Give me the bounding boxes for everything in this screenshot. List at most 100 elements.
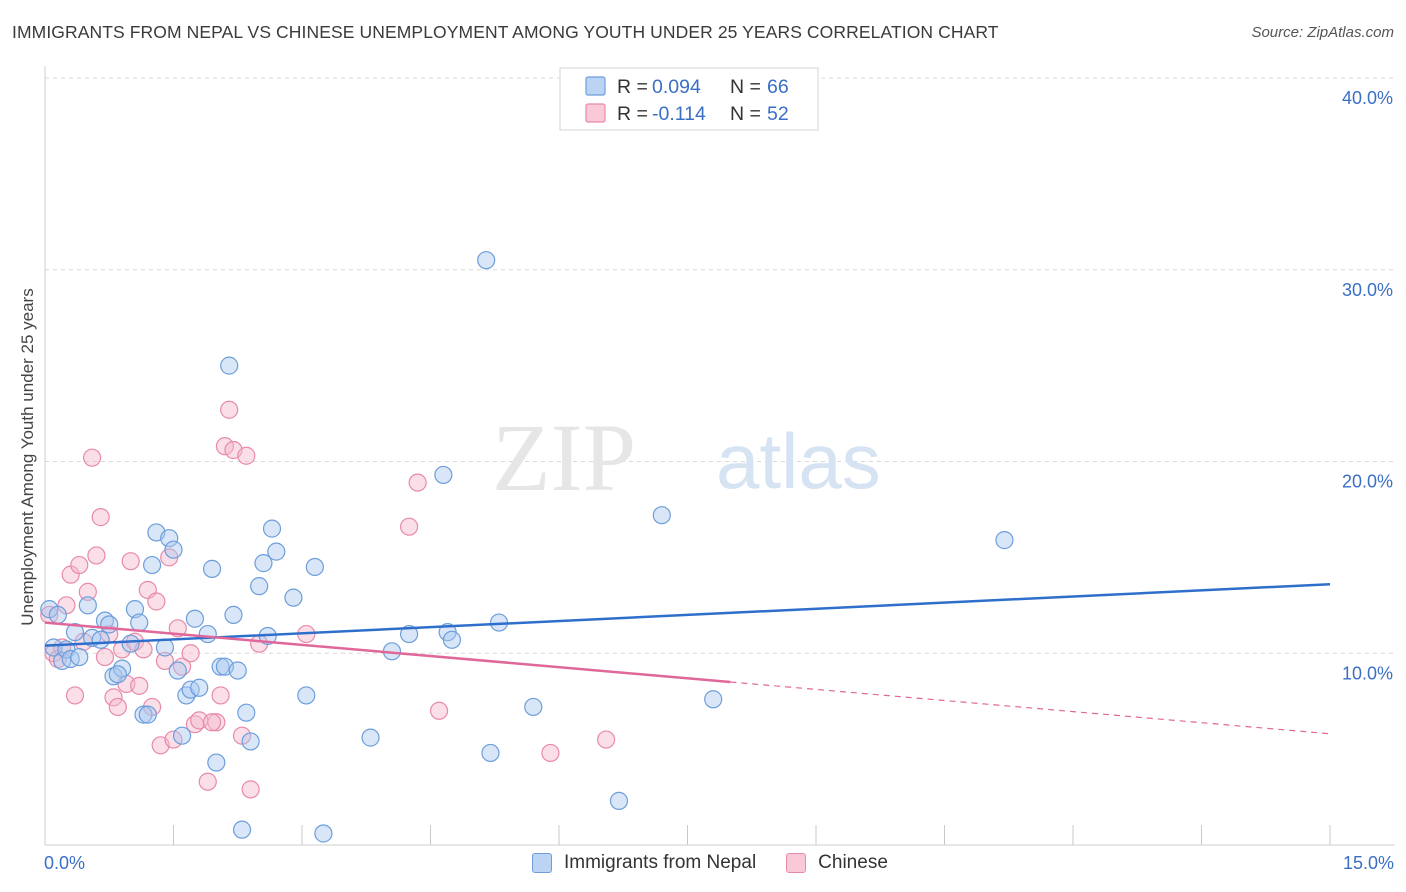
- nepal-point: [168, 661, 187, 680]
- nepal-point: [155, 638, 175, 657]
- y-tick-labels: 40.0% 30.0% 20.0% 10.0%: [1342, 88, 1393, 683]
- nepal-point: [202, 559, 222, 578]
- nepal-swatch: [532, 853, 552, 873]
- chinese-swatch: [786, 853, 807, 873]
- chinese-point: [241, 780, 260, 799]
- gridlines: [45, 77, 1395, 654]
- y-tick-label: 30.0%: [1342, 280, 1393, 300]
- nepal-point: [995, 531, 1014, 550]
- nepal-point: [254, 554, 273, 573]
- y-tick-label: 10.0%: [1342, 663, 1393, 683]
- chinese-point: [220, 400, 239, 419]
- nepal-point: [130, 613, 149, 632]
- nepal-point: [220, 356, 239, 375]
- nepal-point: [232, 820, 252, 839]
- nepal-point: [524, 697, 543, 717]
- chinese-point: [108, 697, 127, 717]
- nepal-point: [125, 600, 145, 619]
- x-tick-label: 15.0%: [1343, 853, 1394, 873]
- legend-label-chinese: Chinese: [818, 852, 888, 873]
- nepal-point: [160, 529, 179, 548]
- legend-stat-swatch: [585, 76, 606, 96]
- chinese-point: [429, 701, 449, 720]
- chinese-point: [597, 730, 616, 749]
- x-tick-label: 0.0%: [44, 853, 85, 873]
- nepal-point: [609, 791, 629, 810]
- nepal-point: [399, 624, 419, 644]
- nepal-trend-line: [44, 582, 1331, 647]
- nepal-point: [198, 624, 217, 644]
- axes: [44, 66, 1395, 846]
- nepal-point: [70, 647, 89, 667]
- nepal-point: [190, 678, 209, 697]
- nepal-point: [228, 661, 247, 680]
- chinese-points: [40, 400, 616, 799]
- chart-title: IMMIGRANTS FROM NEPAL VS CHINESE UNEMPLO…: [12, 22, 999, 42]
- chinese-trend-extension: [730, 681, 1331, 735]
- nepal-point: [142, 555, 162, 575]
- chinese-point: [130, 676, 149, 695]
- nepal-point: [134, 705, 153, 724]
- nepal-point: [207, 753, 226, 772]
- legend-stat-text: -0.114: [652, 103, 706, 125]
- chinese-point: [147, 592, 166, 611]
- chinese-point: [211, 686, 230, 705]
- y-axis-label: Unemployment Among Youth under 25 years: [18, 288, 37, 625]
- chinese-point: [202, 713, 222, 732]
- nepal-point: [442, 630, 462, 649]
- x-tick-labels: 0.0% 15.0%: [44, 853, 1394, 873]
- legend-stat-text: N =: [730, 103, 761, 125]
- legend-stat-text: 52: [767, 103, 789, 125]
- chinese-point: [198, 772, 217, 791]
- nepal-point: [108, 665, 127, 684]
- chinese-point: [237, 446, 256, 465]
- chinese-point: [181, 644, 200, 663]
- legend-stat-text: R =: [617, 76, 648, 98]
- nepal-point: [91, 630, 110, 649]
- watermark-zip: ZIP: [492, 404, 636, 511]
- nepal-points: [40, 251, 1014, 843]
- nepal-point: [100, 615, 119, 634]
- nepal-point: [65, 623, 85, 642]
- stats-legend: R = 0.094 N = 66 R = -0.114 N = 52: [559, 67, 819, 131]
- chinese-point: [83, 448, 102, 467]
- watermark: ZIP atlas: [492, 404, 881, 511]
- y-tick-label: 20.0%: [1342, 472, 1393, 492]
- nepal-point: [241, 732, 260, 751]
- bottom-legend: Immigrants from Nepal Chinese: [532, 852, 918, 874]
- chinese-point: [541, 743, 560, 763]
- nepal-point: [652, 506, 671, 525]
- nepal-point: [434, 465, 453, 485]
- chinese-trend-line: [44, 621, 731, 684]
- chinese-point: [91, 508, 110, 527]
- nepal-point: [185, 609, 205, 628]
- chinese-point: [215, 437, 234, 456]
- watermark-atlas: atlas: [716, 417, 881, 505]
- nepal-point: [284, 588, 303, 607]
- chinese-point: [121, 552, 140, 571]
- nepal-point: [477, 251, 496, 270]
- nepal-point: [481, 743, 500, 763]
- chinese-point: [408, 473, 427, 492]
- chinese-point: [70, 555, 89, 575]
- y-tick-label: 40.0%: [1342, 88, 1393, 108]
- nepal-point: [262, 519, 282, 538]
- nepal-point: [267, 542, 286, 561]
- nepal-point: [48, 605, 67, 625]
- nepal-point: [704, 690, 723, 709]
- chinese-point: [65, 686, 85, 705]
- chinese-point: [207, 713, 226, 732]
- chinese-point: [95, 647, 115, 667]
- chinese-point: [164, 730, 183, 749]
- legend-item-chinese: Chinese: [786, 852, 888, 874]
- nepal-point: [211, 657, 230, 676]
- chinese-point: [104, 688, 123, 707]
- legend-stat-swatch: [585, 103, 606, 123]
- nepal-point: [250, 577, 269, 596]
- legend-label-nepal: Immigrants from Nepal: [564, 852, 757, 873]
- nepal-point: [78, 596, 97, 615]
- nepal-point: [314, 824, 333, 843]
- nepal-point: [138, 705, 157, 724]
- legend-stat-text: 66: [767, 76, 789, 98]
